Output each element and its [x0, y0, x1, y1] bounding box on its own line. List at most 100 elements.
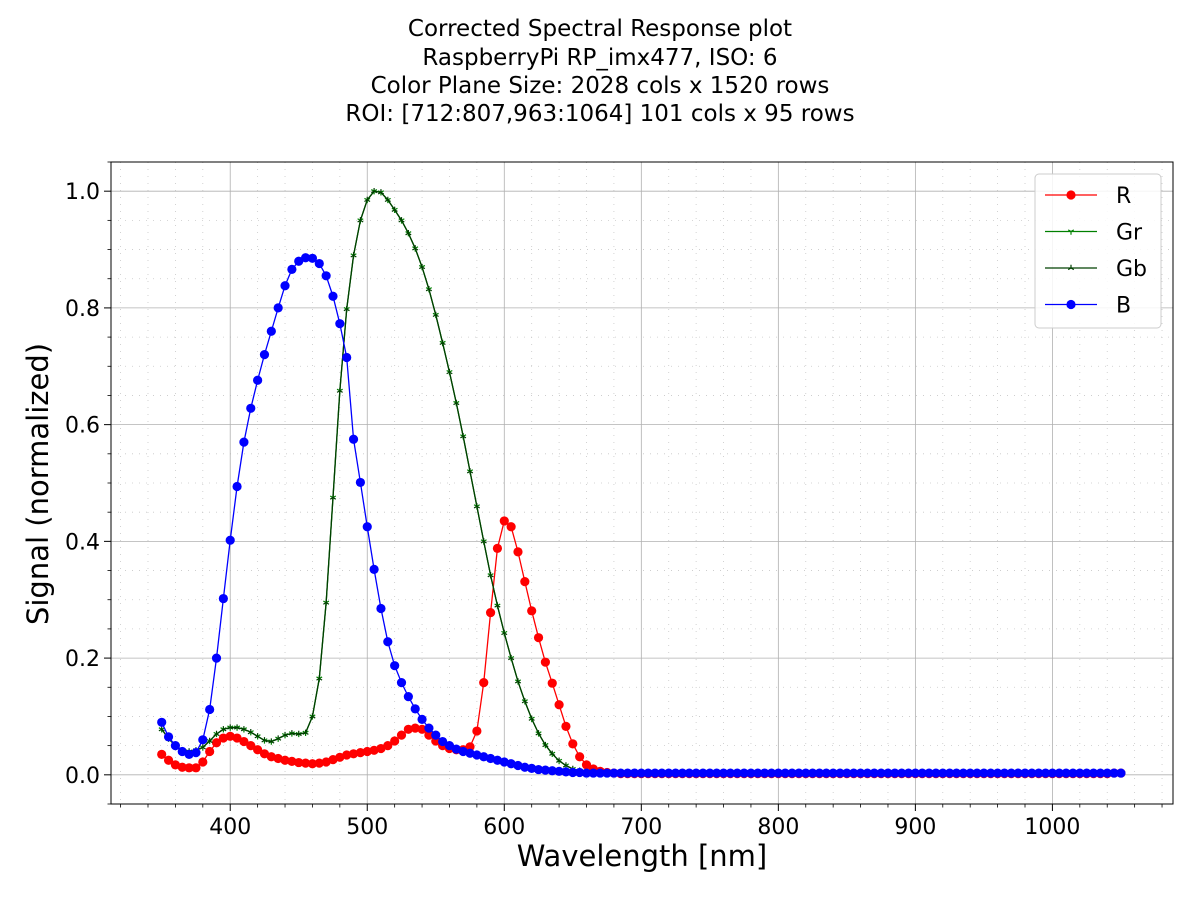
data-point-r [163, 755, 174, 765]
data-point-gb [514, 678, 522, 684]
y-tick-label: 0.2 [65, 647, 100, 672]
data-point-r [314, 758, 324, 768]
data-point-b [328, 291, 338, 301]
data-point-gb [281, 731, 289, 738]
data-point-gb [336, 387, 343, 393]
data-point-b [520, 762, 530, 772]
y-tick-label: 0.0 [65, 764, 100, 789]
data-point-r [355, 748, 365, 758]
y-tick-label: 0.4 [65, 530, 100, 555]
data-point-b [1075, 768, 1085, 778]
data-point-b [1095, 768, 1105, 778]
data-point-b [239, 437, 249, 447]
data-point-b [1020, 768, 1030, 778]
data-point-gb [425, 286, 433, 292]
data-point-b [1054, 768, 1064, 778]
data-point-b [1102, 768, 1112, 778]
data-point-b [828, 768, 838, 778]
x-tick-label: 600 [483, 815, 525, 840]
data-point-r [362, 746, 372, 757]
data-point-b [602, 768, 612, 778]
data-point-r [547, 678, 557, 688]
data-point-b [677, 768, 688, 778]
data-point-r [348, 749, 359, 759]
data-point-r [417, 724, 427, 734]
data-point-b [595, 768, 605, 778]
data-point-r [294, 757, 304, 768]
data-point-b [191, 748, 201, 758]
data-point-gb [350, 252, 357, 258]
data-point-b [869, 768, 879, 778]
data-point-gb [316, 675, 323, 681]
data-point-gb [494, 602, 501, 608]
y-axis-label: Signal (normalized) [21, 343, 55, 625]
data-point-b [814, 768, 825, 778]
data-point-gb [405, 230, 412, 236]
data-point-gb [295, 730, 302, 737]
data-point-b [972, 768, 982, 778]
plot-series [157, 187, 1126, 779]
data-point-r [465, 742, 475, 752]
data-point-r [232, 733, 242, 743]
data-point-b [876, 768, 886, 778]
data-point-gb [398, 217, 405, 223]
data-point-b [821, 768, 831, 778]
data-point-b [424, 723, 434, 733]
legend: R Gr Gb B [1034, 173, 1162, 329]
data-point-gb [439, 339, 446, 346]
data-point-gb [460, 433, 467, 439]
data-point-gb [254, 733, 261, 739]
data-point-gb [453, 399, 460, 406]
data-point-gb [343, 305, 350, 312]
data-point-gb [309, 713, 316, 719]
data-point-b [211, 653, 222, 663]
data-point-b [157, 717, 167, 727]
data-point-b [931, 768, 941, 778]
legend-label-b: B [1116, 294, 1131, 319]
y-tick-label: 1.0 [65, 180, 100, 205]
x-tick-label: 400 [209, 815, 251, 840]
data-point-b [999, 768, 1010, 778]
data-point-b [533, 764, 544, 775]
title-line-3: Color Plane Size: 2028 cols x 1520 rows [371, 73, 830, 99]
data-point-r [410, 723, 420, 733]
data-point-b [246, 403, 256, 413]
legend-box [1034, 173, 1162, 329]
data-point-r [568, 739, 578, 749]
data-point-gb [562, 762, 570, 768]
data-point-gb [268, 738, 275, 744]
data-point-gb [261, 737, 268, 743]
data-point-b [766, 768, 777, 778]
data-point-b [547, 766, 557, 776]
data-point-gb [391, 206, 398, 212]
data-point-gb [446, 368, 453, 375]
data-point-b [396, 678, 407, 688]
x-tick-label: 500 [346, 815, 388, 840]
data-point-b [294, 256, 304, 266]
data-point-b [862, 768, 873, 778]
data-point-b [362, 522, 372, 532]
legend-label-gr: Gr [1116, 221, 1143, 246]
data-point-r [205, 746, 215, 757]
data-point-b [808, 768, 818, 778]
data-point-r [383, 741, 393, 751]
data-point-b [280, 281, 290, 291]
x-tick-label: 1000 [1024, 815, 1080, 840]
data-point-gb [247, 729, 254, 735]
grid [111, 161, 1173, 805]
data-point-r [300, 758, 311, 768]
data-point-b [903, 768, 914, 778]
data-point-b [1116, 768, 1126, 778]
data-point-b [403, 692, 413, 702]
data-point-gb [480, 538, 487, 544]
data-point-b [650, 768, 660, 778]
data-point-b [664, 768, 674, 778]
data-point-b [746, 768, 756, 778]
title-line-2: RaspberryPi RP_imx477, ISO: 6 [422, 45, 777, 71]
legend-label-gb: Gb [1116, 257, 1147, 282]
data-point-b [636, 768, 646, 778]
data-point-r [390, 736, 400, 746]
data-point-b [623, 768, 633, 778]
data-point-b [300, 253, 311, 263]
data-point-b [554, 766, 564, 776]
